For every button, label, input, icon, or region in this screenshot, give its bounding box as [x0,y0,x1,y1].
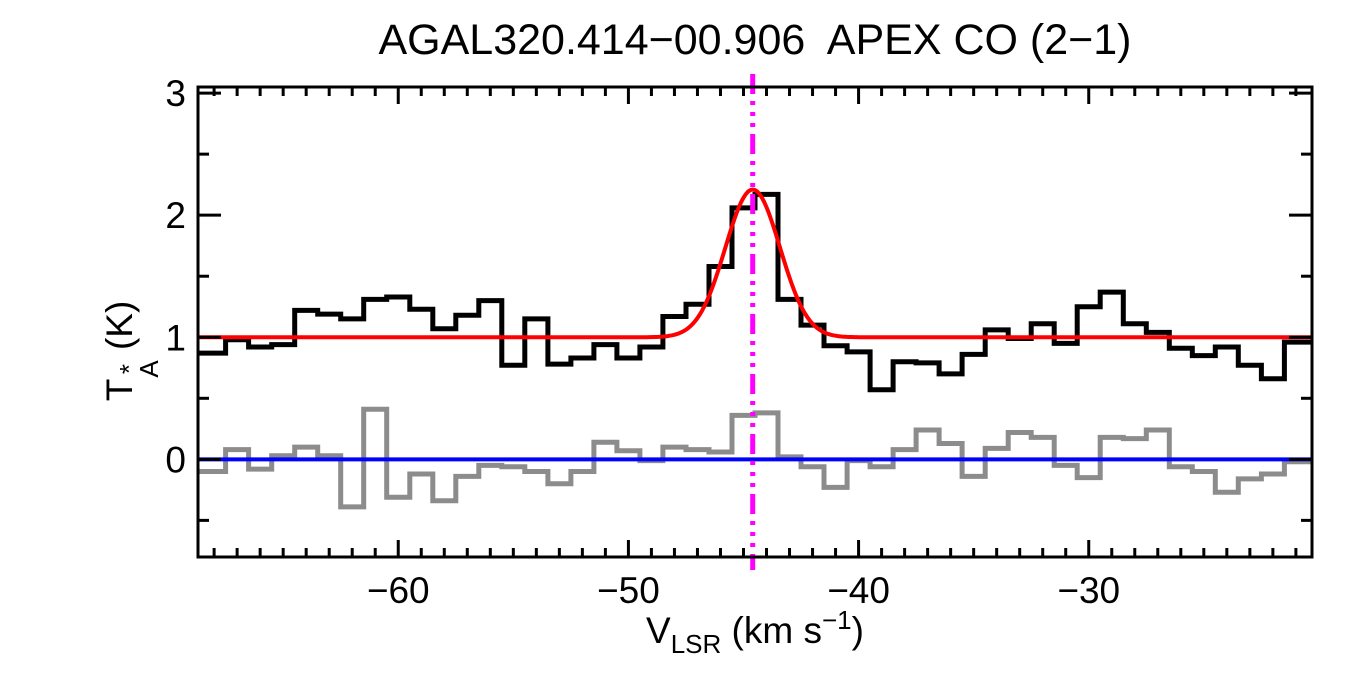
x-tick-label: −30 [1057,570,1120,611]
plot-title: AGAL320.414−00.906 APEX CO (2−1) [378,16,1132,64]
y-axis-label-base: T [99,378,140,402]
y-tick-label: 3 [165,73,186,114]
y-axis-label: T * A (K) [99,266,164,436]
x-tick-label: −60 [367,570,430,611]
x-axis-label-sup: −1 [821,605,852,635]
y-axis-label-sub: A [133,360,164,378]
x-axis-label-sub: LSR [670,629,722,659]
x-axis-label: VLSR (km s−1) [198,607,1312,657]
x-axis-label-base: V [646,610,671,651]
y-tick-label: 0 [165,439,186,480]
y-axis-label-supsub: * A [114,360,164,378]
y-tick-label: 2 [165,195,186,236]
x-axis-label-close: ) [851,610,864,651]
x-tick-label: −50 [597,570,660,611]
y-axis-label-unit: (K) [99,300,140,361]
axis-box [196,85,1314,559]
x-axis-label-unit: (km s [721,610,822,651]
y-tick-label: 1 [165,317,186,358]
gaussian-fit-curve [198,187,1312,340]
x-tick-label: −40 [827,570,890,611]
